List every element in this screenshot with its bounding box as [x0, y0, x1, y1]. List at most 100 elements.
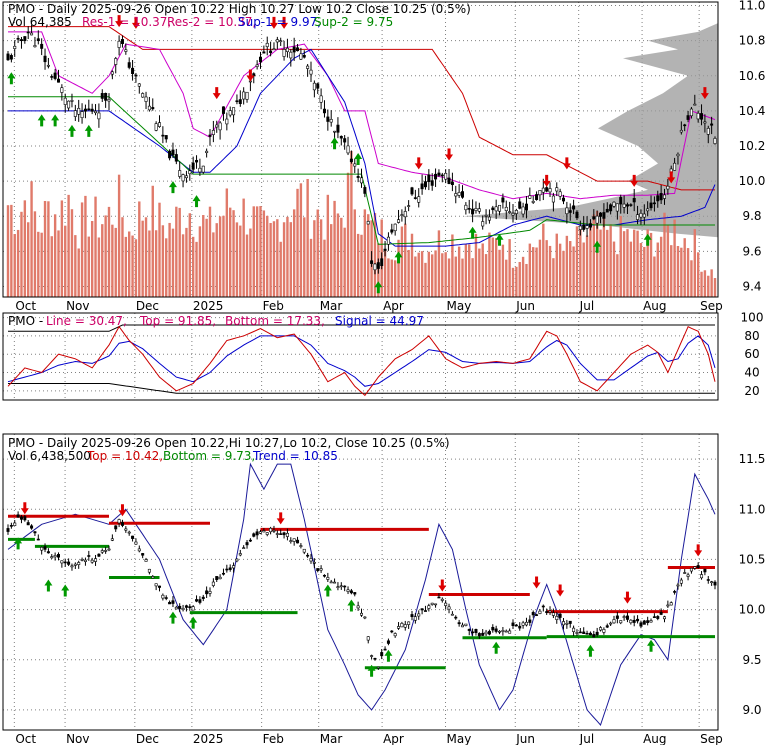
- volume-bar: [60, 200, 64, 297]
- down-arrow-icon: [438, 579, 447, 592]
- candle-body: [13, 45, 17, 49]
- candle-body: [366, 636, 370, 641]
- candle-body: [380, 258, 384, 267]
- volume-bar: [16, 229, 20, 297]
- volume-bar: [165, 238, 168, 297]
- volume-bar: [168, 222, 171, 297]
- volume-bar: [33, 211, 37, 297]
- trend-y-axis: 9.0 9.5 10.0 10.5 11.0 11.5: [739, 452, 766, 717]
- down-arrow-icon: [562, 157, 571, 170]
- candle-body: [269, 50, 273, 53]
- candle-body: [252, 533, 256, 537]
- candle-body: [700, 113, 704, 120]
- candle-body: [662, 194, 666, 199]
- volume-bar: [6, 205, 10, 297]
- candle-body: [16, 37, 20, 40]
- volume-bar: [175, 206, 178, 297]
- candle-body: [198, 599, 202, 603]
- candle-body: [168, 150, 172, 159]
- volume-bars: [6, 150, 717, 297]
- pmo-top-label: Top = 91.85,: [139, 314, 216, 328]
- candle-body: [50, 76, 54, 78]
- candle-body: [572, 205, 576, 210]
- candle-body: [673, 162, 677, 171]
- volume-bar: [191, 236, 195, 297]
- candle-body: [669, 602, 673, 606]
- candle-body: [201, 596, 205, 599]
- volume-bar: [87, 236, 90, 297]
- candle-body: [454, 193, 458, 197]
- x-label-jul: Jul: [579, 732, 594, 745]
- candle-body: [619, 197, 623, 205]
- candle-body: [514, 624, 518, 627]
- candle-body: [312, 82, 316, 91]
- trend-panel: 9.0 9.5 10.0 10.5 11.0 11.5 PMO - Daily 2025-…: [2, 433, 766, 731]
- volume-bar: [454, 256, 457, 297]
- volume-bar: [501, 244, 505, 297]
- y-tick-label: 10.0: [739, 174, 766, 188]
- candle-body: [174, 606, 178, 610]
- volume-bar: [181, 234, 185, 297]
- x-label-mar: Mar: [320, 732, 343, 745]
- candle-body: [228, 567, 232, 570]
- candle-body: [541, 605, 545, 608]
- volume-bar: [286, 216, 289, 297]
- candle-body: [43, 55, 47, 63]
- volume-bar: [299, 183, 303, 297]
- volume-bar: [414, 256, 417, 297]
- candle-body: [211, 130, 215, 135]
- candle-body: [578, 631, 582, 634]
- candle-body: [228, 110, 232, 116]
- y-tick-label: 40: [744, 366, 759, 380]
- candle-body: [366, 221, 370, 225]
- candle-body: [53, 72, 57, 79]
- candle-body: [19, 516, 23, 520]
- volume-bar: [131, 235, 134, 297]
- x-label-sep: Sep: [700, 299, 723, 313]
- volume-bar: [323, 239, 326, 297]
- candle-body: [700, 574, 704, 579]
- candle-body: [585, 632, 589, 635]
- candle-body: [662, 616, 666, 620]
- candle-body: [612, 201, 616, 207]
- volume-bar: [121, 217, 124, 297]
- candle-body: [528, 619, 532, 623]
- candle-body: [386, 236, 390, 245]
- candle-body: [625, 204, 629, 207]
- candle-body: [561, 197, 565, 202]
- candle-body: [90, 559, 94, 563]
- candle-body: [181, 608, 185, 611]
- candle-body: [551, 612, 555, 616]
- y-tick-label: 11.0: [739, 0, 766, 13]
- candle-body: [6, 528, 10, 532]
- candle-body: [296, 47, 300, 52]
- candle-body: [26, 31, 30, 34]
- candle-body: [36, 38, 40, 41]
- candle-body: [592, 634, 596, 638]
- candle-body: [703, 121, 707, 124]
- candle-body: [43, 546, 47, 550]
- candle-body: [565, 622, 569, 625]
- candle-body: [322, 574, 326, 577]
- candle-body: [137, 548, 141, 552]
- up-arrow-icon: [492, 641, 501, 654]
- candle-body: [178, 170, 182, 177]
- candle-body: [464, 623, 468, 626]
- y-tick-label: 9.6: [742, 244, 761, 258]
- candle-body: [131, 67, 135, 75]
- candle-body: [703, 568, 707, 573]
- volume-bar: [282, 222, 286, 297]
- candle-body: [679, 579, 683, 584]
- candle-body: [67, 100, 71, 109]
- up-arrow-icon: [647, 639, 656, 652]
- price-panel-frame: [2, 1, 719, 298]
- panel1-vol: Vol 64,385: [8, 15, 72, 29]
- up-arrow-icon: [354, 153, 363, 166]
- candle-body: [460, 191, 464, 198]
- volume-bar: [23, 200, 27, 297]
- pmo-main-line: [7, 325, 716, 397]
- candle-body: [319, 568, 323, 571]
- volume-bar: [262, 210, 266, 297]
- candle-body: [242, 91, 246, 100]
- volume-bar: [521, 256, 525, 297]
